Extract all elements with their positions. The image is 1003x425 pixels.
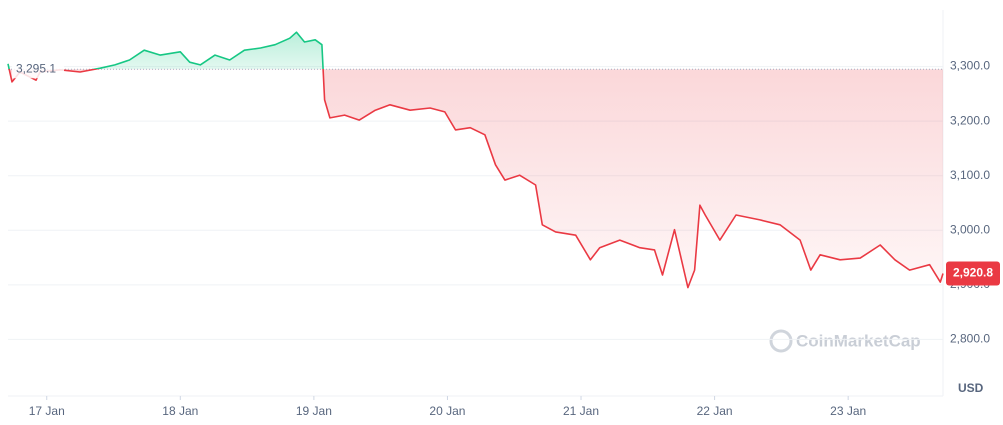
x-tick-label: 19 Jan (296, 404, 332, 418)
y-tick-label: 3,300.0 (950, 59, 990, 73)
price-line (7, 31, 944, 289)
currency-label: USD (958, 381, 984, 395)
watermark: CoinMarketCap (769, 329, 921, 353)
baseline-label: 3,295.1 (16, 61, 56, 75)
price-area (8, 32, 943, 288)
y-tick-label: 3,200.0 (950, 113, 990, 127)
y-tick-label: 3,100.0 (950, 168, 990, 182)
watermark-text: CoinMarketCap (796, 331, 921, 350)
y-tick-label: 3,000.0 (950, 222, 990, 236)
x-tick-label: 20 Jan (429, 404, 465, 418)
last-value-tag (946, 261, 1000, 286)
x-tick-label: 23 Jan (830, 404, 866, 418)
last-value-label: 2,920.8 (953, 266, 993, 280)
x-tick-label: 18 Jan (162, 404, 198, 418)
baseline-label-bg (12, 60, 64, 79)
x-tick-label: 17 Jan (29, 404, 65, 418)
y-tick-label: 2,800.0 (950, 332, 990, 346)
x-tick-label: 21 Jan (563, 404, 599, 418)
x-tick-label: 22 Jan (697, 404, 733, 418)
